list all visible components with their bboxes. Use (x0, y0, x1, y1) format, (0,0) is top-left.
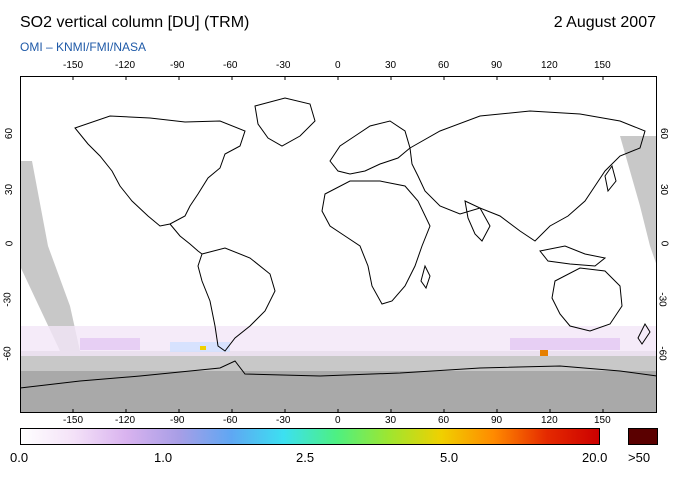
map-date: 2 August 2007 (553, 14, 656, 31)
lon-label: -120 (115, 60, 136, 71)
lon-label: -60 (223, 415, 238, 426)
lon-label: 150 (594, 60, 611, 71)
so2-speckle-patch (80, 338, 140, 350)
lon-labels-bottom: -150 -120 -90 -60 -30 0 30 60 90 120 150 (20, 415, 657, 429)
colorbar-label: 1.0 (154, 450, 173, 465)
lat-label: 30 (658, 183, 670, 196)
coast-greenland (254, 97, 316, 147)
lon-label: -120 (115, 415, 136, 426)
colorbar-gradient (20, 428, 600, 445)
lon-label: 0 (335, 415, 341, 426)
lon-label: -90 (170, 415, 185, 426)
colorbar-overflow-swatch (628, 428, 658, 445)
coastlines (20, 97, 657, 389)
coast-madagascar (420, 264, 431, 290)
lon-label: 120 (541, 415, 558, 426)
coast-africa (321, 180, 431, 305)
coast-south-america (197, 247, 276, 352)
lon-label: -150 (63, 60, 84, 71)
world-map-svg (20, 76, 657, 413)
lat-labels-right: 60 30 0 -30 -60 (656, 76, 674, 413)
lat-labels-left: 60 30 0 -30 -60 (2, 76, 18, 413)
lat-label: -30 (2, 292, 14, 307)
lon-label: 150 (594, 415, 611, 426)
lat-label: 30 (4, 183, 16, 196)
no-data-swath-east (620, 136, 657, 266)
coast-australia (551, 267, 623, 332)
lon-label: -60 (223, 60, 238, 71)
lon-labels-top: -150 -120 -90 -60 -30 0 30 60 90 120 150 (20, 60, 657, 74)
lon-label: 90 (491, 60, 503, 71)
so2-hotspot (200, 346, 206, 350)
coast-japan (604, 164, 617, 193)
so2-speckle-patch (510, 338, 620, 350)
colorbar: 0.0 1.0 2.5 5.0 20.0 >50 (10, 428, 658, 478)
world-map (20, 76, 657, 413)
coast-north-america (74, 115, 246, 227)
lat-label: 0 (658, 240, 670, 247)
coast-india (464, 200, 491, 242)
lon-label: -30 (276, 415, 291, 426)
no-data-south-dark (20, 371, 657, 413)
lon-label: 60 (438, 415, 450, 426)
coast-asia (409, 110, 646, 242)
lon-label: -30 (276, 60, 291, 71)
lon-label: 90 (491, 415, 503, 426)
map-title: SO2 vertical column [DU] (TRM) (20, 14, 250, 31)
lat-label: -30 (656, 292, 668, 307)
lon-label: 30 (385, 415, 397, 426)
coast-new-zealand (637, 322, 651, 345)
lat-label: -60 (656, 346, 668, 361)
lat-label: 0 (4, 240, 16, 247)
so2-hotspot (540, 350, 548, 356)
lat-label: -60 (2, 346, 14, 361)
colorbar-label: 0.0 (10, 450, 29, 465)
coast-antarctica (20, 360, 657, 389)
lon-label: -150 (63, 415, 84, 426)
lon-label: 60 (438, 60, 450, 71)
colorbar-overflow-label: >50 (628, 450, 651, 465)
coast-indonesia (539, 245, 607, 267)
colorbar-label: 5.0 (440, 450, 459, 465)
no-data-swath-west (20, 161, 80, 351)
lat-label: 60 (4, 127, 16, 140)
coast-central-america (169, 223, 203, 255)
map-source: OMI – KNMI/FMI/NASA (20, 40, 147, 54)
lon-label: 120 (541, 60, 558, 71)
colorbar-label: 2.5 (296, 450, 315, 465)
lon-label: 30 (385, 60, 397, 71)
colorbar-label: 20.0 (582, 450, 608, 465)
lon-label: -90 (170, 60, 185, 71)
lon-label: 0 (335, 60, 341, 71)
lat-label: 60 (658, 127, 670, 140)
map-frame (20, 76, 657, 413)
